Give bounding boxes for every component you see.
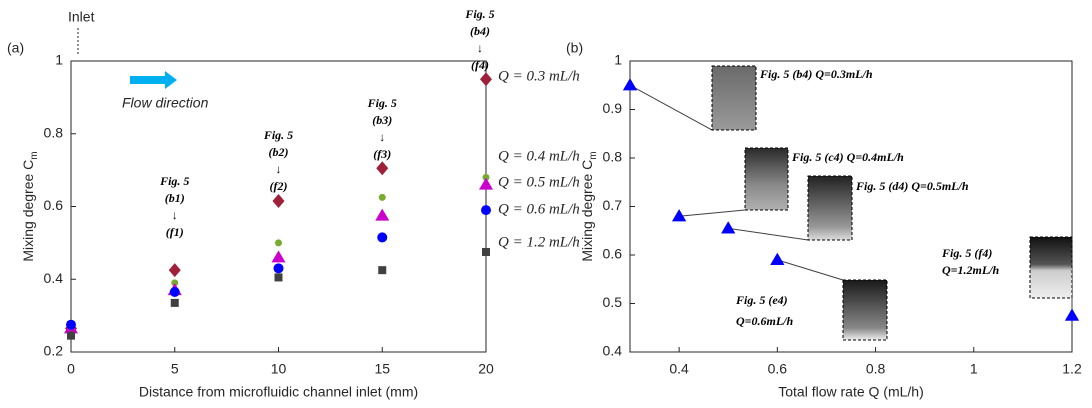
x-tick-label: 10 xyxy=(271,361,287,377)
marker xyxy=(171,279,179,287)
figure-ref: ↓ xyxy=(379,130,385,144)
inset-label: Fig. 5 (e4) xyxy=(735,293,788,307)
x-tick-label: 1.2 xyxy=(1062,361,1082,377)
figure-ref: ↓ xyxy=(172,208,178,222)
y-tick-label: 0.6 xyxy=(44,197,64,213)
legend-entry: Q = 1.2 mL/h xyxy=(498,234,580,250)
figure-ref: (f2) xyxy=(270,179,288,193)
figure-ref: (f3) xyxy=(373,147,391,161)
y-tick-label: 0.4 xyxy=(603,343,623,359)
flow-label: Flow direction xyxy=(122,95,209,111)
marker xyxy=(481,205,491,216)
inset-image xyxy=(1029,236,1073,299)
marker xyxy=(480,72,492,87)
y-tick-label: 0.8 xyxy=(44,124,64,140)
marker xyxy=(170,298,179,307)
y-tick-label: 0.2 xyxy=(44,343,64,359)
legend-entry: Q = 0.5 mL/h xyxy=(498,174,580,190)
panel-label: (a) xyxy=(7,40,24,56)
marker-top xyxy=(770,252,785,265)
inset-image xyxy=(842,279,888,341)
inset-label: Q=1.2mL/h xyxy=(942,263,1000,277)
x-tick-label: 20 xyxy=(478,361,494,377)
marker xyxy=(272,194,285,209)
legend-entry: Q = 0.3 mL/h xyxy=(498,68,580,84)
y-axis-label-sub: m xyxy=(588,151,599,159)
figure-ref: (b1) xyxy=(165,191,185,205)
y-tick-label: 0.6 xyxy=(603,246,623,262)
marker xyxy=(378,193,386,201)
marker xyxy=(482,247,490,256)
figure-ref: ↓ xyxy=(477,41,483,55)
inlet-label: Inlet xyxy=(68,9,95,25)
marker xyxy=(66,319,76,330)
inset-connector xyxy=(777,259,844,281)
marker-top xyxy=(721,221,736,234)
figure-ref: Fig. 5 xyxy=(263,128,293,142)
marker xyxy=(273,263,284,274)
inset-connector xyxy=(728,227,809,241)
y-tick-label: 1 xyxy=(55,52,63,68)
inset-label: Fig. 5 (f4) xyxy=(941,246,992,260)
x-tick-label: 0.6 xyxy=(768,361,788,377)
marker xyxy=(168,263,181,278)
marker xyxy=(275,239,282,247)
legend-entry: Q = 0.6 mL/h xyxy=(498,201,580,217)
y-axis-label-main: Mixing degree C xyxy=(20,160,36,262)
inset-connector xyxy=(679,209,746,217)
y-tick-label: 0.8 xyxy=(603,149,623,165)
figure-ref: (b4) xyxy=(470,24,490,38)
x-axis-label: Total flow rate Q (mL/h) xyxy=(778,384,924,400)
marker xyxy=(482,173,490,181)
marker xyxy=(375,208,390,221)
marker xyxy=(377,232,388,243)
panel-label: (b) xyxy=(566,40,583,56)
inset-image xyxy=(744,147,789,211)
y-tick-label: 0.9 xyxy=(603,100,623,116)
y-tick-label: 1 xyxy=(614,52,622,68)
inset-image xyxy=(807,175,853,241)
marker xyxy=(271,250,286,263)
y-tick-label: 0.5 xyxy=(603,294,623,310)
inset-label: Fig. 5 (d4) Q=0.5mL/h xyxy=(855,179,969,193)
marker-top xyxy=(1065,308,1079,321)
legend-entry: Q = 0.4 mL/h xyxy=(498,148,580,164)
figure-ref: ↓ xyxy=(276,162,282,176)
x-tick-label: 1 xyxy=(970,361,978,377)
figure-ref: (b3) xyxy=(372,113,392,127)
x-axis-label: Distance from microfluidic channel inlet… xyxy=(139,384,418,400)
x-tick-label: 15 xyxy=(374,361,390,377)
x-tick-label: 0.8 xyxy=(866,361,886,377)
marker xyxy=(378,266,387,275)
inset-connector xyxy=(629,84,713,131)
inset-label: Q=0.6mL/h xyxy=(736,314,794,328)
inset-image xyxy=(711,65,757,131)
figure-ref: Fig. 5 xyxy=(159,174,189,188)
y-axis-label: Mixing degree Cm xyxy=(579,151,599,261)
marker xyxy=(169,286,180,297)
marker xyxy=(274,273,283,282)
figure-ref: Fig. 5 xyxy=(464,7,494,21)
marker xyxy=(67,331,75,340)
figure-ref: (b2) xyxy=(269,145,289,159)
inset-label: Fig. 5 (b4) Q=0.3mL/h xyxy=(759,67,873,81)
y-axis-label-sub: m xyxy=(29,151,40,159)
figure-ref: (f1) xyxy=(166,225,184,239)
marker xyxy=(479,177,493,190)
inset-label: Fig. 5 (c4) Q=0.4mL/h xyxy=(791,150,904,164)
figure-ref: (f4) xyxy=(471,58,489,72)
y-axis-label: Mixing degree Cm xyxy=(20,151,40,261)
figure-ref: Fig. 5 xyxy=(367,96,397,110)
y-tick-label: 0.4 xyxy=(44,270,64,286)
x-tick-label: 0 xyxy=(67,361,75,377)
marker-top xyxy=(623,78,637,91)
x-tick-label: 0.4 xyxy=(669,361,689,377)
y-tick-label: 0.7 xyxy=(603,197,623,213)
marker xyxy=(376,161,389,176)
x-tick-label: 5 xyxy=(171,361,179,377)
flow-arrow xyxy=(130,71,177,89)
marker-top xyxy=(672,209,687,222)
y-axis-label-main: Mixing degree C xyxy=(579,160,595,262)
